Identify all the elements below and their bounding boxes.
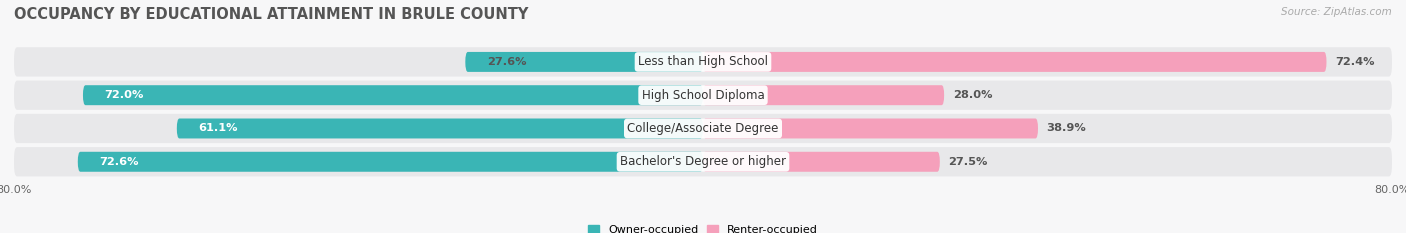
Text: 28.0%: 28.0% — [953, 90, 993, 100]
Text: 72.6%: 72.6% — [100, 157, 139, 167]
Text: 61.1%: 61.1% — [198, 123, 238, 134]
FancyBboxPatch shape — [703, 152, 939, 172]
Text: 72.0%: 72.0% — [104, 90, 143, 100]
Text: OCCUPANCY BY EDUCATIONAL ATTAINMENT IN BRULE COUNTY: OCCUPANCY BY EDUCATIONAL ATTAINMENT IN B… — [14, 7, 529, 22]
FancyBboxPatch shape — [465, 52, 703, 72]
FancyBboxPatch shape — [703, 119, 1038, 138]
FancyBboxPatch shape — [83, 85, 703, 105]
Text: 72.4%: 72.4% — [1336, 57, 1375, 67]
FancyBboxPatch shape — [703, 85, 945, 105]
Text: Less than High School: Less than High School — [638, 55, 768, 69]
Text: 27.5%: 27.5% — [949, 157, 988, 167]
Text: Source: ZipAtlas.com: Source: ZipAtlas.com — [1281, 7, 1392, 17]
FancyBboxPatch shape — [14, 47, 1392, 77]
FancyBboxPatch shape — [77, 152, 703, 172]
Text: High School Diploma: High School Diploma — [641, 89, 765, 102]
FancyBboxPatch shape — [177, 119, 703, 138]
Legend: Owner-occupied, Renter-occupied: Owner-occupied, Renter-occupied — [583, 220, 823, 233]
FancyBboxPatch shape — [14, 147, 1392, 176]
Text: 38.9%: 38.9% — [1046, 123, 1087, 134]
FancyBboxPatch shape — [703, 52, 1326, 72]
Text: 27.6%: 27.6% — [486, 57, 526, 67]
Text: College/Associate Degree: College/Associate Degree — [627, 122, 779, 135]
FancyBboxPatch shape — [14, 114, 1392, 143]
FancyBboxPatch shape — [14, 81, 1392, 110]
Text: Bachelor's Degree or higher: Bachelor's Degree or higher — [620, 155, 786, 168]
